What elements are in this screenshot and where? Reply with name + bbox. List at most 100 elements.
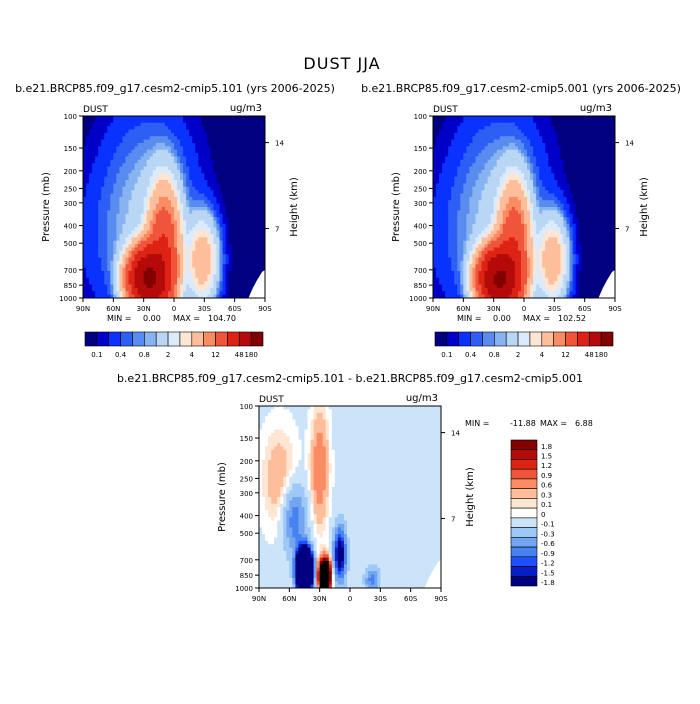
field-cell [207,163,211,167]
field-cell [457,156,461,160]
field-cell [485,160,489,164]
field-cell [433,160,437,164]
field-cell [213,140,217,144]
field-cell [509,167,513,171]
field-cell [101,200,105,204]
field-cell [122,288,126,292]
field-cell [183,210,187,214]
field-cell [183,183,187,187]
field-cell [241,126,245,130]
field-cell [183,278,187,282]
field-cell [198,126,202,130]
field-cell [485,133,489,137]
field-cell [229,210,233,214]
field-cell [162,234,166,238]
field-cell [129,258,133,262]
field-cell [189,291,193,295]
field-cell [527,183,531,187]
field-cell [195,200,199,204]
field-cell [563,194,567,198]
field-cell [83,133,87,137]
field-cell [153,156,157,160]
field-cell [177,170,181,174]
field-cell [192,153,196,157]
field-cell [579,153,583,157]
field-cell [141,200,145,204]
field-cell [192,234,196,238]
field-cell [104,207,108,211]
field-cell [107,274,111,278]
field-cell [138,220,142,224]
field-cell [497,207,501,211]
field-cell [132,247,136,251]
field-cell [226,143,230,147]
field-cell [247,254,251,258]
field-cell [147,156,151,160]
field-cell [162,231,166,235]
field-cell [229,183,233,187]
field-cell [457,167,461,171]
field-cell [542,207,546,211]
field-cell [451,143,455,147]
field-cell [226,140,230,144]
field-cell [609,167,613,171]
field-cell [201,150,205,154]
field-cell [491,183,495,187]
field-cell [159,271,163,275]
field-cell [110,133,114,137]
field-cell [144,146,148,150]
field-cell [168,274,172,278]
field-cell [579,187,583,191]
field-cell [186,187,190,191]
field-cell [509,150,513,154]
field-cell [576,197,580,201]
field-cell [256,167,260,171]
field-cell [597,207,601,211]
field-cell [463,197,467,201]
field-cell [600,116,604,120]
field-cell [469,200,473,204]
field-cell [494,119,498,123]
field-cell [119,207,123,211]
field-cell [600,143,604,147]
field-cell [226,163,230,167]
field-cell [171,227,175,231]
field-cell [494,200,498,204]
field-cell [244,170,248,174]
field-cell [180,177,184,181]
field-cell [156,143,160,147]
field-cell [530,146,534,150]
field-cell [582,207,586,211]
field-cell [122,194,126,198]
field-cell [174,258,178,262]
field-cell [244,123,248,127]
field-cell [247,146,251,150]
field-cell [177,231,181,235]
field-cell [204,244,208,248]
field-cell [195,264,199,268]
field-cell [189,237,193,241]
y-tick-label: 700 [64,267,77,275]
field-cell [192,160,196,164]
field-cell [213,200,217,204]
field-cell [162,254,166,258]
field-cell [183,264,187,268]
field-cell [144,173,148,177]
field-cell [479,204,483,208]
field-cell [466,190,470,194]
field-cell [119,237,123,241]
field-cell [591,136,595,140]
field-cell [460,190,464,194]
field-cell [101,173,105,177]
field-cell [491,160,495,164]
field-cell [119,126,123,130]
field-cell [141,123,145,127]
field-cell [122,224,126,228]
field-cell [89,204,93,208]
field-cell [220,258,224,262]
field-cell [213,231,217,235]
field-cell [256,261,260,265]
field-cell [570,194,574,198]
field-cell [195,197,199,201]
field-cell [573,136,577,140]
